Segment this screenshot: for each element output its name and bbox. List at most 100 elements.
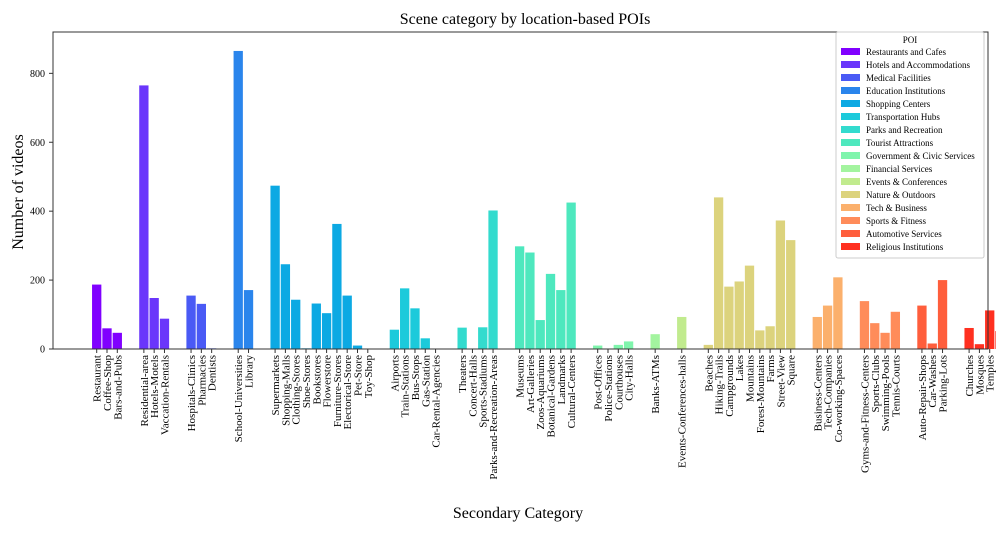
bar-bookstores xyxy=(312,304,321,349)
legend-label: Medical Facilities xyxy=(866,73,931,83)
bar-clothing-stores xyxy=(291,300,300,349)
legend-swatch xyxy=(841,100,860,107)
bar-airports xyxy=(390,330,399,349)
y-tick-label: 200 xyxy=(30,276,45,287)
y-tick-label: 0 xyxy=(40,345,45,356)
legend-label: Tech & Business xyxy=(866,203,927,213)
y-tick-label: 800 xyxy=(30,69,45,80)
bar-school-universities xyxy=(234,51,243,349)
bar-forest-mountains xyxy=(755,330,764,349)
bar-swimming-pools xyxy=(880,333,889,349)
legend-swatch xyxy=(841,139,860,146)
bar-restaurant xyxy=(92,285,101,349)
x-tick-label: Parks-and-Recreation-Areas xyxy=(488,355,500,480)
bar-business-centers xyxy=(813,317,822,349)
bar-sports-stadiums xyxy=(478,327,487,349)
bar-coffee-shop xyxy=(102,328,111,349)
legend-swatch xyxy=(841,217,860,224)
bar-theaters xyxy=(457,328,466,349)
bar-city-halls xyxy=(624,341,633,349)
bar-car-washes xyxy=(928,343,937,349)
bar-flowerstore xyxy=(322,313,331,349)
x-tick-label: Banks-ATMs xyxy=(650,355,662,414)
legend-swatch xyxy=(841,191,860,198)
bar-pet-store xyxy=(353,346,362,349)
bar-mountains xyxy=(745,266,754,349)
bar-auto-repair-shops xyxy=(917,306,926,349)
bar-bars-and-pubs xyxy=(113,333,122,349)
legend-title: POI xyxy=(903,35,918,45)
bar-train-stations xyxy=(400,288,409,349)
bar-furniture-stores xyxy=(332,224,341,349)
bar-museums xyxy=(515,246,524,349)
bar-post-offices xyxy=(593,346,602,349)
bar-vaccation-rentals xyxy=(160,319,169,349)
legend-label: Education Institutions xyxy=(866,86,946,96)
bar-banks-atms xyxy=(651,334,660,349)
legend-label: Restaurants and Cafes xyxy=(866,47,946,57)
bar-landmarks xyxy=(556,290,565,349)
bar-courthouses xyxy=(614,345,623,349)
legend-label: Religious Institutions xyxy=(866,242,944,252)
bar-supermarkets xyxy=(270,186,279,349)
x-tick-label: City-Halls xyxy=(624,355,636,401)
bar-farms xyxy=(765,326,774,349)
x-tick-label: Bars-and-Pubs xyxy=(112,355,124,420)
bar-bus-stops xyxy=(410,308,419,349)
bar-hospitals-clinics xyxy=(186,296,195,349)
x-tick-label: Tennis-Courts xyxy=(890,355,902,417)
legend-swatch xyxy=(841,113,860,120)
legend-swatch xyxy=(841,48,860,55)
bar-churches xyxy=(964,328,973,349)
legend-label: Hotels and Accommodations xyxy=(866,60,970,70)
x-tick-label: Toy-Shop xyxy=(363,355,375,399)
bar-zoos-aquariums xyxy=(536,320,545,349)
bar-temples xyxy=(985,310,994,349)
legend-label: Financial Services xyxy=(866,164,933,174)
x-tick-label: Cultural-Centers xyxy=(566,355,578,428)
y-axis-label: Number of videos xyxy=(10,134,27,250)
legend-swatch xyxy=(841,61,860,68)
legend-swatch xyxy=(841,230,860,237)
legend-swatch xyxy=(841,126,860,133)
legend-label: Transportation Hubs xyxy=(866,112,940,122)
legend-label: Nature & Outdoors xyxy=(866,190,936,200)
bar-residential-area xyxy=(139,85,148,349)
legend-swatch xyxy=(841,165,860,172)
x-tick-label: Co-working-Spaces xyxy=(833,355,845,442)
x-axis-label: Secondary Category xyxy=(453,505,583,522)
legend-label: Parks and Recreation xyxy=(866,125,943,135)
bar-mosques xyxy=(975,344,984,349)
x-tick-label: Dentists xyxy=(207,355,219,391)
legend-swatch xyxy=(841,204,860,211)
bar-gas-station xyxy=(421,338,430,349)
bar-sports-clubs xyxy=(870,323,879,349)
bar-tennis-courts xyxy=(891,312,900,349)
bar-tech-companies xyxy=(823,306,832,349)
legend-label: Sports & Fitness xyxy=(866,216,927,226)
chart-title: Scene category by location-based POIs xyxy=(400,11,651,28)
legend-label: Tourist Attractions xyxy=(866,138,934,148)
legend-label: Shopping Centers xyxy=(866,99,931,109)
bar-square xyxy=(786,240,795,349)
legend-swatch xyxy=(841,152,860,159)
bar-beaches xyxy=(704,345,713,349)
x-tick-label: Square xyxy=(786,355,798,386)
x-tick-label: Events-Conferences-halls xyxy=(677,355,689,468)
bar-shopping-malls xyxy=(281,264,290,349)
legend-label: Automotive Services xyxy=(866,229,942,239)
bar-botanical-gardens xyxy=(546,274,555,349)
x-tick-label: Library xyxy=(244,355,256,388)
x-tick-label: Parking-Lots xyxy=(938,355,950,412)
bar-library xyxy=(244,290,253,349)
legend-swatch xyxy=(841,87,860,94)
bar-street-view xyxy=(776,220,785,349)
bar-hiking-trails xyxy=(714,197,723,349)
bar-gyms-and-fitness-centers xyxy=(860,301,869,349)
bar-hotels-motels xyxy=(150,298,159,349)
legend-swatch xyxy=(841,178,860,185)
legend-label: Government & Civic Services xyxy=(866,151,975,161)
